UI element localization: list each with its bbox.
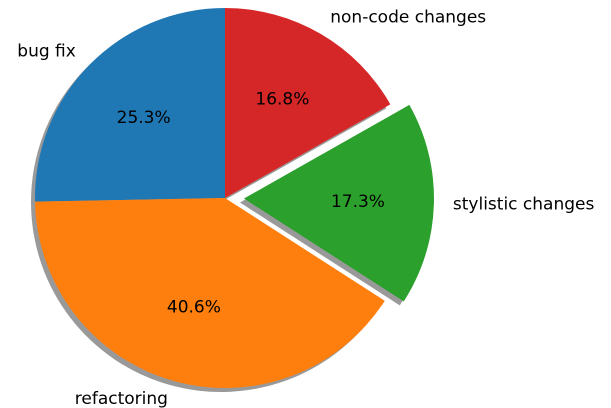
wedge bbox=[225, 8, 391, 198]
value-label: 17.3% bbox=[331, 192, 385, 212]
category-label: refactoring bbox=[75, 389, 168, 408]
wedge bbox=[243, 104, 434, 302]
wedge bbox=[35, 8, 225, 202]
value-label: 25.3% bbox=[117, 108, 171, 128]
value-label: 16.8% bbox=[255, 90, 309, 110]
category-label: bug fix bbox=[17, 42, 76, 62]
category-label: non-code changes bbox=[330, 7, 486, 27]
value-label: 40.6% bbox=[167, 298, 221, 318]
wedge bbox=[35, 198, 385, 389]
category-label: stylistic changes bbox=[453, 194, 595, 214]
